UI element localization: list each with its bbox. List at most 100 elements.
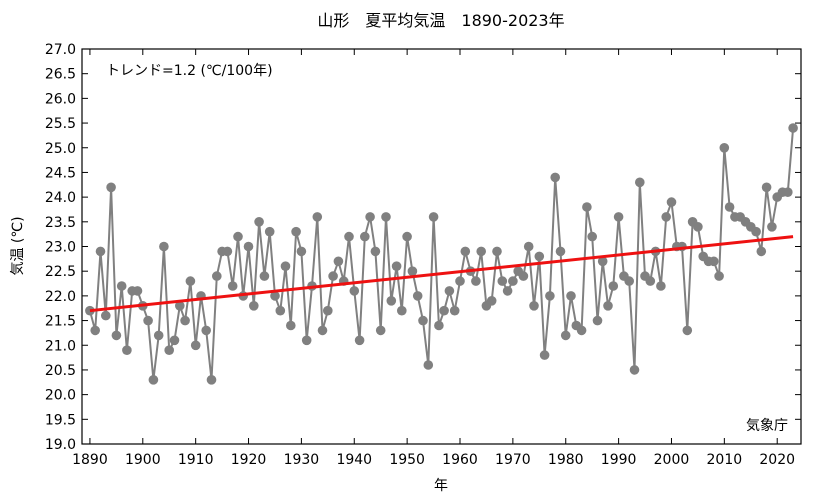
data-point (370, 246, 381, 257)
data-point (576, 325, 587, 336)
x-tick-label: 1930 (284, 452, 320, 468)
data-point (661, 212, 671, 222)
data-points (85, 123, 798, 385)
data-point (714, 271, 724, 281)
data-point (90, 325, 100, 336)
data-point (159, 241, 169, 252)
data-point (122, 345, 132, 356)
data-point (222, 246, 233, 257)
data-point (249, 301, 259, 311)
data-point (190, 340, 201, 351)
data-point (761, 182, 772, 193)
y-tick-label: 20.0 (45, 388, 76, 404)
data-point (381, 212, 391, 222)
x-tick-label: 2020 (759, 452, 795, 468)
y-axis: 19.0 19.5 20.0 20.5 21.0 21.5 22.0 22.5 23.0 23.5… (45, 42, 801, 453)
data-point (169, 335, 180, 346)
data-point (486, 296, 497, 306)
data-point (328, 271, 338, 281)
data-point (613, 212, 624, 222)
data-point (656, 281, 666, 291)
data-point (180, 315, 190, 326)
data-point (391, 261, 402, 272)
y-tick-label: 24.0 (45, 190, 76, 206)
data-point (534, 251, 545, 262)
data-point (407, 266, 418, 277)
data-point (587, 231, 597, 242)
data-point (397, 305, 407, 316)
data-point (365, 212, 375, 222)
data-point (719, 143, 730, 153)
x-axis-label: 年 (434, 478, 448, 494)
data-point (386, 296, 397, 306)
data-point (317, 325, 328, 336)
data-point (116, 281, 127, 291)
data-point (111, 330, 122, 341)
x-tick-label: 1920 (231, 452, 267, 468)
data-point (523, 241, 534, 252)
data-point (560, 330, 571, 341)
data-point (518, 271, 529, 281)
y-axis-label: 気温 (℃) (10, 216, 26, 275)
y-tick-label: 26.5 (45, 67, 76, 83)
data-point (323, 305, 333, 316)
trend-line (89, 235, 794, 313)
data-point (709, 256, 719, 267)
y-tick-label: 21.5 (45, 314, 76, 330)
data-point (243, 241, 254, 252)
x-tick-label: 2010 (707, 452, 743, 468)
data-point (164, 345, 174, 356)
x-tick-label: 1910 (178, 452, 214, 468)
data-point (206, 375, 217, 385)
data-point (502, 286, 513, 296)
data-point (95, 246, 106, 257)
data-point (455, 276, 465, 286)
data-point (259, 271, 270, 281)
data-point (603, 301, 613, 311)
data-point (476, 246, 487, 257)
data-point (566, 291, 576, 301)
y-tick-label: 25.0 (45, 141, 76, 157)
data-point (492, 246, 502, 257)
y-tick-label: 20.5 (45, 363, 76, 379)
data-point (666, 197, 677, 207)
y-tick-label: 22.0 (45, 289, 76, 305)
data-point (508, 276, 518, 286)
x-tick-label: 1960 (442, 452, 478, 468)
data-point (423, 360, 434, 370)
x-tick-label: 1890 (72, 452, 108, 468)
data-point (296, 246, 307, 257)
data-point (428, 212, 439, 222)
series-line (88, 127, 795, 380)
data-point (783, 187, 793, 197)
data-point (693, 222, 703, 232)
y-tick-label: 26.0 (45, 91, 76, 107)
data-point (592, 315, 603, 326)
data-point (101, 310, 111, 321)
data-point (375, 325, 386, 336)
data-point (148, 375, 159, 385)
x-tick-label: 1900 (125, 452, 161, 468)
data-point (597, 256, 608, 267)
data-point (555, 246, 566, 257)
x-tick-label: 1950 (389, 452, 425, 468)
data-point (624, 276, 634, 286)
data-point (264, 226, 275, 237)
data-point (635, 177, 645, 188)
x-tick-label: 1940 (336, 452, 372, 468)
data-point (767, 222, 777, 232)
data-point (529, 301, 539, 311)
data-point (402, 231, 412, 242)
trend-annotation: トレンド=1.2 (℃/100年) (106, 63, 273, 79)
data-point (645, 276, 656, 286)
data-point (344, 231, 354, 242)
x-tick-label: 1990 (601, 452, 637, 468)
data-point (280, 261, 291, 272)
chart-title: 山形 夏平均気温 1890-2023年 (317, 11, 564, 30)
data-point (333, 256, 344, 267)
source-label: 気象庁 (746, 418, 788, 434)
data-point (85, 305, 95, 316)
data-point (449, 305, 460, 316)
y-tick-label: 23.0 (45, 240, 76, 256)
